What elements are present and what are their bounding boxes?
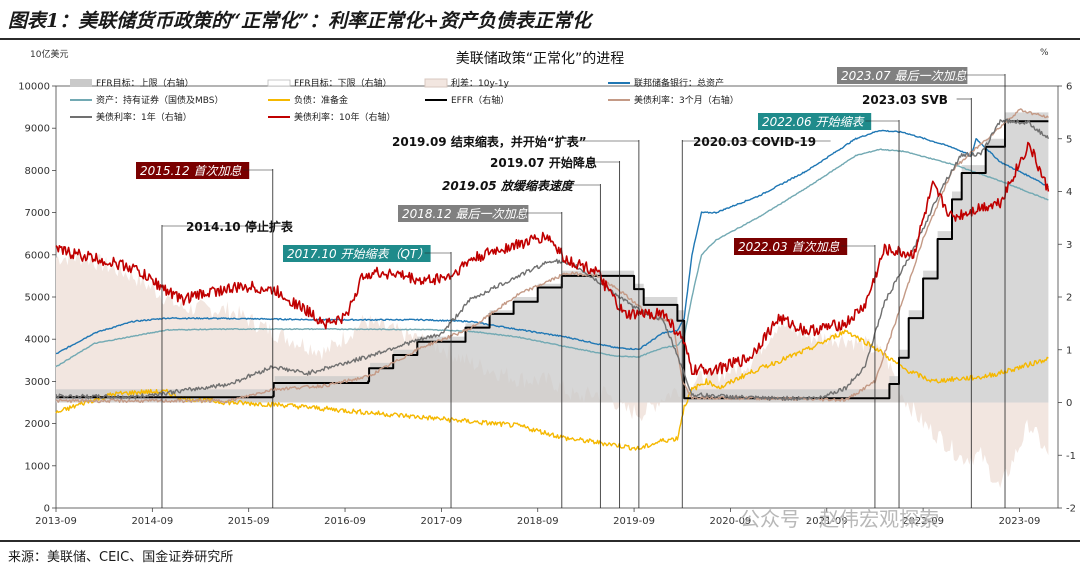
annotation-box: [837, 67, 968, 84]
legend-label: 美债利率：1年（右轴）: [96, 111, 192, 123]
figure-footer: 来源：美联储、CEIC、国金证券研究所: [0, 540, 1080, 567]
y-left-tick-label: 8000: [25, 166, 50, 177]
annotation-label: 2018.12 最后一次加息: [402, 207, 527, 221]
spread-area: [56, 250, 1049, 488]
y-left-tick-label: 7000: [25, 208, 50, 219]
legend-label: 美债利率：10年（右轴）: [294, 111, 395, 123]
annotation-label: 2019.05 放缓缩表速度: [442, 179, 575, 193]
annotation-label: 2022.03 首次加息: [738, 240, 839, 254]
x-tick-label: 2013-09: [35, 516, 77, 527]
series-line-6: [55, 141, 1050, 376]
y-left-tick-label: 3000: [25, 377, 50, 388]
y-left-tick-label: 10000: [18, 82, 50, 93]
legend-swatch: [70, 79, 92, 87]
y-left-tick-label: 5000: [25, 293, 50, 304]
series-line-0: [55, 129, 1049, 355]
y-left-tick-label: 6000: [25, 250, 50, 261]
x-tick-label: 2021-09: [806, 516, 848, 527]
annotation-label: 2023.03 SVB: [862, 93, 948, 107]
y-right-tick-label: -2: [1066, 504, 1076, 515]
legend-label: 负债：准备金: [294, 94, 348, 106]
y-left-tick-label: 9000: [25, 124, 50, 135]
y-right-tick-label: 4: [1066, 187, 1072, 198]
y-right-tick-label: 6: [1066, 82, 1072, 93]
y-left-tick-label: 1000: [25, 461, 50, 472]
legend-label: FFR目标：下限（右轴）: [294, 77, 392, 89]
y-left-tick-label: 0: [44, 504, 50, 515]
annotation-box: [136, 162, 250, 179]
y-right-tick-label: 2: [1066, 293, 1072, 304]
chart-title: 美联储政策“正常化”的进程: [456, 50, 625, 67]
legend-label: 资产：持有证券（国债及MBS）: [96, 94, 224, 106]
annotation-label: 2020.03 COVID-19: [693, 135, 816, 149]
watermark: 公众号 · 赵伟宏观探索: [740, 507, 939, 531]
x-tick-label: 2018-09: [517, 516, 559, 527]
annotation-label: 2015.12 首次加息: [140, 164, 241, 178]
x-tick-label: 2019-09: [613, 516, 655, 527]
x-tick-label: 2020-09: [710, 516, 752, 527]
annotation-box: [283, 245, 431, 262]
x-tick-label: 2014-09: [131, 516, 173, 527]
legend-swatch: [267, 79, 291, 87]
legend-label: EFFR（右轴）: [451, 94, 509, 106]
y-right-tick-label: 0: [1066, 398, 1072, 409]
y-right-tick-label: -1: [1066, 451, 1076, 462]
y-left-tick-label: 2000: [25, 419, 50, 430]
y-left-tick-label: 4000: [25, 335, 50, 346]
x-tick-label: 2015-09: [228, 516, 270, 527]
y-right-tick-label: 5: [1066, 134, 1072, 145]
legend-label: FFR目标：上限（右轴）: [96, 77, 194, 89]
y-right-tick-label: 3: [1066, 240, 1072, 251]
annotation-label: 2019.09 结束缩表，并开始“扩表”: [392, 134, 587, 149]
legend-label: 联邦储备银行：总资产: [634, 77, 724, 89]
annotation-label: 2022.06 开始缩表: [762, 115, 865, 129]
annotation-label: 2023.07 最后一次加息: [841, 69, 966, 83]
series-line-1: [55, 148, 1049, 368]
legend-label: 利差：10y-1y: [451, 77, 510, 89]
legend-swatch: [424, 78, 448, 88]
annotation-label: 2019.07 开始降息: [490, 155, 597, 170]
x-tick-label: 2017-09: [420, 516, 462, 527]
annotation-box: [734, 238, 848, 255]
y-right-unit: %: [1040, 48, 1049, 58]
annotation-box: [398, 205, 529, 222]
series-line-2: [55, 329, 1049, 451]
legend-label: 美债利率：3个月（右轴）: [634, 94, 739, 106]
series-line-4: [55, 108, 1049, 404]
x-tick-label: 2022-09: [902, 516, 944, 527]
figure-title: 图表1：美联储货币政策的“正常化”：利率正常化+资产负债表正常化: [8, 10, 591, 32]
series-line-5: [55, 118, 1050, 401]
y-right-tick-label: 1: [1066, 345, 1072, 356]
chart: 美联储政策“正常化”的进程 10亿美元 % 0 1000 2000 3000 4000 5000…: [18, 48, 1076, 531]
figure-source: 来源：美联储、CEIC、国金证券研究所: [8, 550, 234, 565]
annotation-label: 2014.10 停止扩表: [186, 219, 294, 234]
annotation-label: 2017.10 开始缩表（QT）: [287, 247, 429, 261]
y-left-unit: 10亿美元: [30, 48, 68, 60]
x-tick-label: 2023-09: [999, 516, 1041, 527]
x-tick-label: 2016-09: [324, 516, 366, 527]
figure-header: 图表1：美联储货币政策的“正常化”：利率正常化+资产负债表正常化: [0, 0, 1080, 40]
annotation-box: [758, 113, 872, 130]
